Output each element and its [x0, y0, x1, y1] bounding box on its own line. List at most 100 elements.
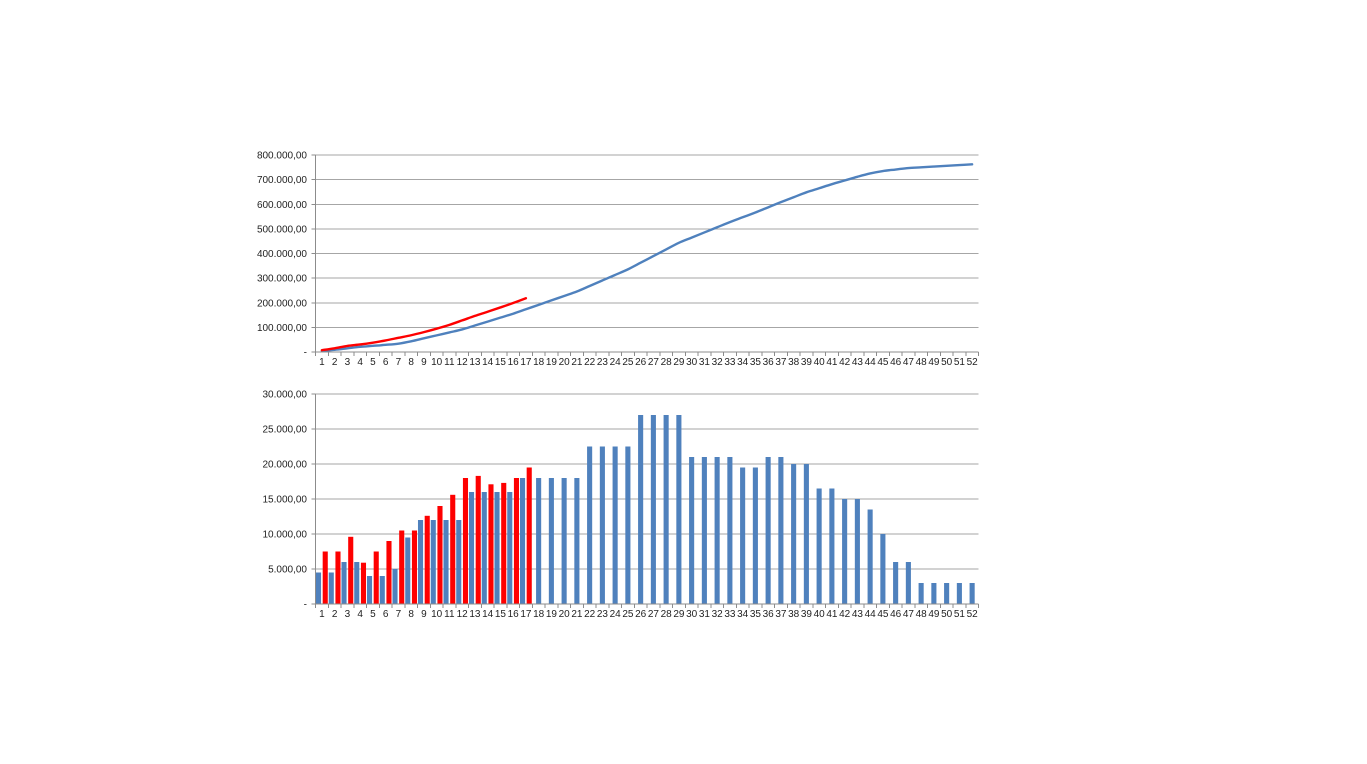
- x-axis-label: 30: [686, 357, 698, 368]
- bar-series-1-weekly-blue-week-47: [905, 562, 911, 604]
- x-axis-label: 23: [597, 357, 609, 368]
- bar-series-1-weekly-blue-week-13: [468, 492, 475, 604]
- bar-series-1-weekly-blue-week-6: [379, 576, 385, 604]
- x-axis-label: 7: [396, 357, 402, 368]
- x-axis-label: 20: [559, 357, 571, 368]
- bar-series-2-weekly-red-week-10: [437, 506, 443, 604]
- x-axis-label: 35: [750, 357, 762, 368]
- x-axis-label: 8: [408, 609, 414, 620]
- x-axis-label: 50: [941, 357, 953, 368]
- y-axis-label: 30.000,00: [263, 390, 308, 401]
- x-axis-label: 25: [622, 609, 634, 620]
- bar-series-1-weekly-blue-week-11: [443, 520, 449, 604]
- x-axis-label: 19: [546, 357, 558, 368]
- bar-series-1-weekly-blue-week-38: [791, 464, 797, 604]
- bar-series-1-weekly-blue-week-40: [816, 488, 822, 604]
- x-axis-label: 44: [865, 357, 877, 368]
- x-axis-label: 7: [396, 609, 402, 620]
- x-axis-label: 37: [775, 609, 787, 620]
- x-axis-label: 12: [457, 609, 469, 620]
- x-axis-label: 33: [724, 357, 736, 368]
- y-gridlines: [315, 154, 979, 328]
- bar-series-1-weekly-blue-week-21: [574, 478, 580, 604]
- x-axis-label: 20: [559, 609, 571, 620]
- bar-series-1-weekly-blue-week-46: [893, 562, 899, 604]
- x-axis-label: 45: [877, 357, 889, 368]
- x-axis-label: 9: [421, 357, 427, 368]
- x-axis-label: 8: [408, 357, 414, 368]
- bar-series-2-weekly-red-week-3: [348, 536, 354, 604]
- bar-series-1-weekly-blue-week-52: [969, 583, 975, 604]
- bar-series-1-weekly-blue-week-45: [880, 534, 886, 604]
- bar-series-1-weekly-blue-week-34: [740, 467, 746, 604]
- x-axis-label: 34: [737, 357, 749, 368]
- x-axis-label: 3: [345, 609, 351, 620]
- x-axis-label: 10: [431, 357, 443, 368]
- y-axis-label: 25.000,00: [263, 425, 308, 436]
- y-axis-label: 10.000,00: [263, 530, 308, 541]
- x-axis-label: 18: [533, 609, 545, 620]
- bar-series-1-weekly-blue-week-26: [638, 415, 644, 604]
- x-axis-label: 2: [332, 609, 338, 620]
- bar-series-1-weekly-blue-week-39: [803, 464, 809, 604]
- bar-series-1-weekly-blue-week-1: [315, 572, 322, 604]
- x-axis-label: 28: [661, 609, 673, 620]
- x-axis-label: 42: [839, 357, 851, 368]
- bar-series-2-weekly-red-week-12: [462, 478, 469, 604]
- bar-series-2-weekly-red-week-4: [360, 562, 367, 604]
- x-axis-label: 37: [775, 357, 787, 368]
- x-axis-label: 41: [826, 357, 838, 368]
- bar-series-2-weekly-red-week-1: [322, 551, 328, 604]
- bar-series-1-weekly-blue-week-37: [778, 457, 784, 604]
- x-axis-label: 3: [345, 357, 351, 368]
- x-axis-label: 48: [916, 609, 928, 620]
- x-axis-label: 11: [444, 357, 455, 368]
- x-axis-label: 27: [648, 357, 660, 368]
- x-axis-label: 21: [571, 357, 583, 368]
- x-axis-label: 30: [686, 609, 698, 620]
- bar-series-1-weekly-blue-week-19: [548, 478, 554, 604]
- y-axis-label: -: [304, 600, 307, 611]
- x-axis-label: 38: [788, 357, 800, 368]
- y-axis-label: 5.000,00: [268, 565, 307, 576]
- bar-series-2-weekly-red-week-17: [526, 467, 532, 604]
- x-axis-label: 31: [699, 609, 711, 620]
- x-axis-label: 21: [571, 609, 583, 620]
- x-axis-label: 31: [699, 357, 711, 368]
- x-axis-label: 42: [839, 609, 851, 620]
- bar-series-1-weekly-blue-week-27: [650, 415, 656, 604]
- line-series-2-cumulative-red: [320, 297, 528, 352]
- x-axis-label: 40: [814, 357, 826, 368]
- x-axis-label: 17: [520, 357, 532, 368]
- bar-series-1-weekly-blue-week-7: [392, 569, 398, 604]
- x-axis-label: 11: [444, 609, 455, 620]
- x-axis-labels: 1 2 3 4 5 6 7 8 9 10 11 12 13 14 15 16 17 18 19 20 21 22 23 24 2…: [319, 357, 978, 368]
- x-axis-label: 43: [852, 609, 864, 620]
- x-axis-label: 50: [941, 609, 953, 620]
- y-axis-labels: - 100.000,00 200.000,00 300.000,00 400.000,0…: [257, 151, 307, 359]
- x-axis-label: 23: [597, 609, 609, 620]
- x-axis-label: 14: [482, 609, 494, 620]
- x-axis-label: 9: [421, 609, 427, 620]
- bar-series-1-weekly-blue-week-16: [507, 492, 513, 604]
- axes: [311, 154, 979, 356]
- bar-series-1-weekly-blue-week-12: [456, 520, 462, 604]
- x-axis-label: 14: [482, 357, 494, 368]
- x-axis-label: 36: [763, 609, 775, 620]
- x-axis-label: 32: [712, 609, 724, 620]
- x-axis-label: 51: [954, 357, 966, 368]
- x-axis-label: 52: [967, 609, 979, 620]
- x-axis-label: 16: [508, 357, 520, 368]
- bar-series-1-weekly-blue-week-14: [481, 492, 487, 604]
- x-axis-label: 22: [584, 609, 596, 620]
- x-axis-label: 5: [370, 357, 376, 368]
- bar-series-1-weekly-blue-week-32: [714, 457, 720, 604]
- bar-series-1-weekly-blue-week-36: [765, 457, 771, 604]
- bar-series-1-weekly-blue-week-44: [867, 509, 873, 604]
- bar-series-2-weekly-red-week-16: [513, 478, 520, 604]
- bar-series-group: [315, 415, 975, 604]
- bar-series-1-weekly-blue-week-50: [944, 583, 950, 604]
